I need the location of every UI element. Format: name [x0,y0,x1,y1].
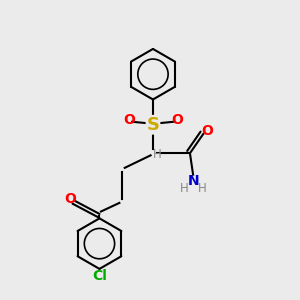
Text: O: O [123,113,135,127]
Text: N: N [187,174,199,188]
Text: H: H [153,148,162,161]
Text: H: H [198,182,206,195]
Text: O: O [65,192,76,206]
Text: S: S [146,116,160,134]
Text: H: H [180,182,189,195]
Text: O: O [171,113,183,127]
Text: O: O [201,124,213,138]
Text: Cl: Cl [92,269,107,283]
